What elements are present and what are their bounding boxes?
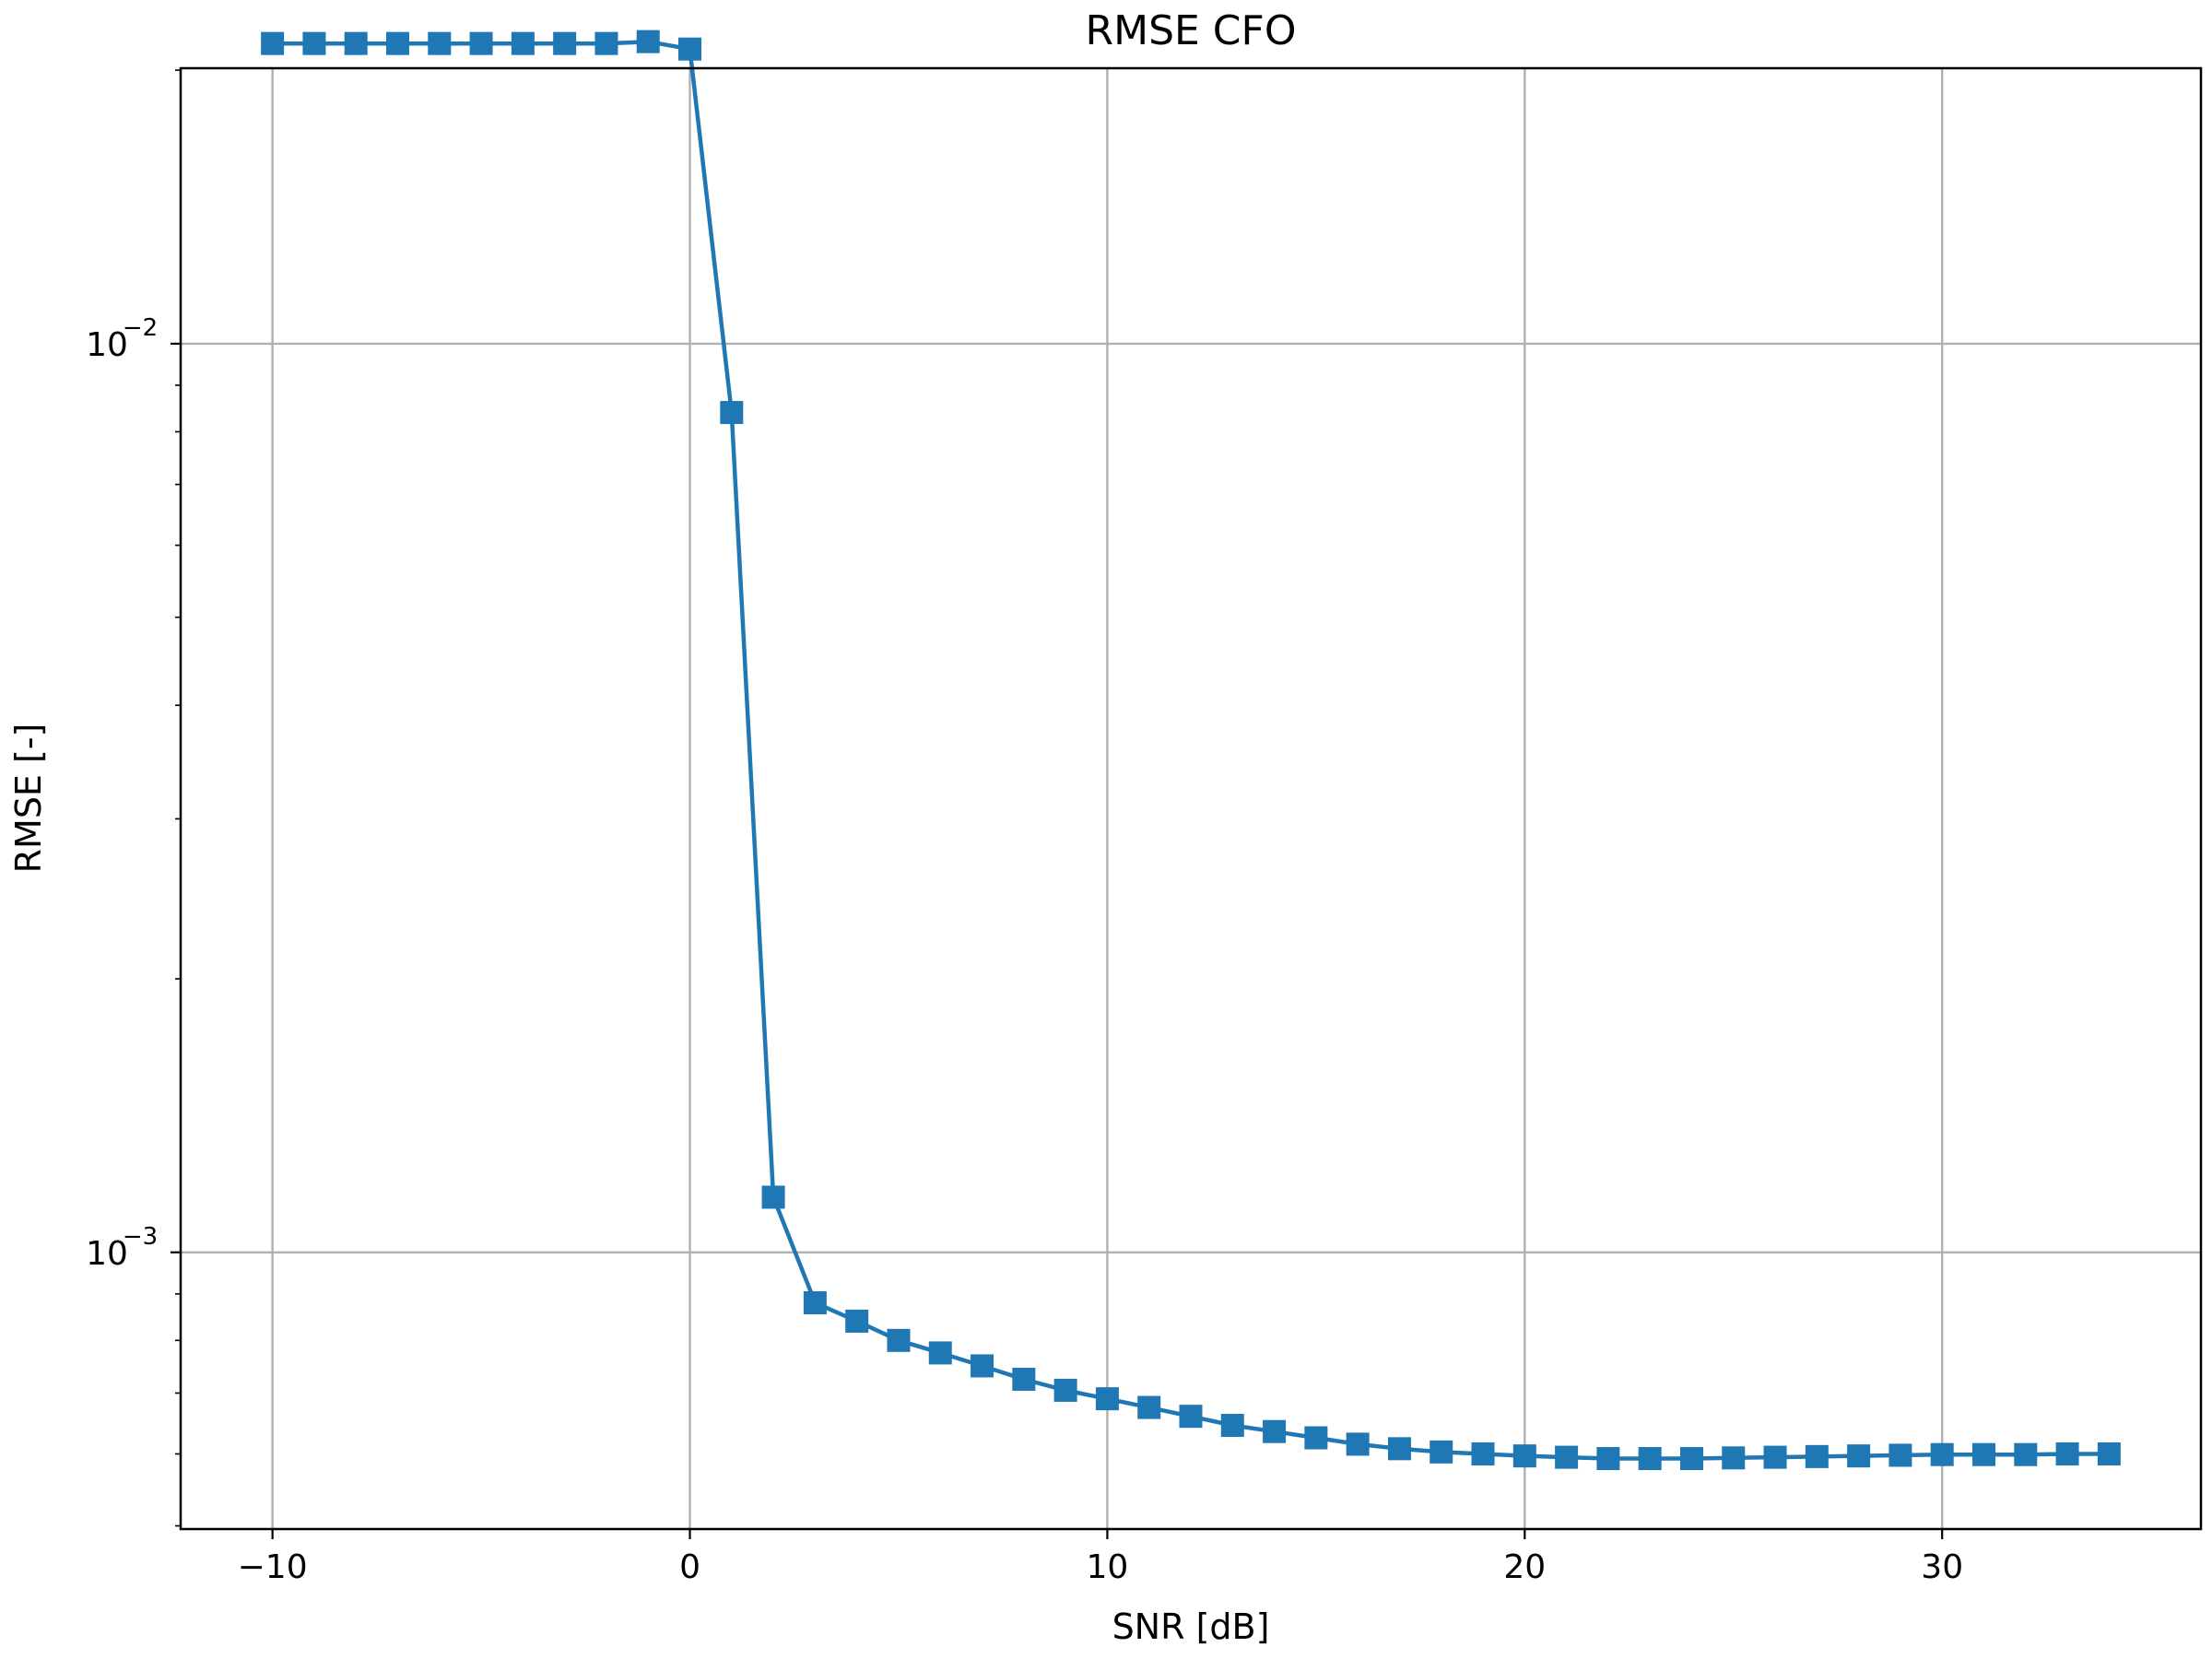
data-point-marker bbox=[2055, 1441, 2079, 1465]
data-point-marker bbox=[928, 1341, 952, 1365]
data-point-marker bbox=[1888, 1443, 1912, 1467]
x-tick-label: 0 bbox=[679, 1548, 700, 1586]
data-point-marker bbox=[1220, 1414, 1244, 1438]
chart-title: RMSE CFO bbox=[1086, 7, 1297, 54]
data-point-marker bbox=[1638, 1447, 1662, 1471]
axes-frame bbox=[179, 66, 2203, 1531]
data-point-marker bbox=[1555, 1445, 1579, 1469]
data-point-marker bbox=[1095, 1387, 1119, 1411]
data-point-marker bbox=[1137, 1395, 1161, 1419]
data-point-marker bbox=[1596, 1447, 1620, 1471]
data-point-marker bbox=[845, 1309, 869, 1333]
data-point-marker bbox=[469, 31, 493, 55]
data-point-marker bbox=[1387, 1437, 1411, 1461]
y-tick-label-base: 10 bbox=[86, 1235, 128, 1273]
data-point-marker bbox=[1179, 1405, 1203, 1429]
data-point-marker bbox=[1847, 1444, 1871, 1468]
y-tick-label-base: 10 bbox=[86, 326, 128, 364]
data-point-marker bbox=[553, 31, 577, 55]
y-axis-ticks: 10−310−2 bbox=[86, 69, 181, 1527]
data-point-marker bbox=[720, 401, 744, 425]
data-point-marker bbox=[344, 31, 368, 55]
data-point-marker bbox=[428, 31, 452, 55]
x-tick-label: 10 bbox=[1087, 1548, 1129, 1586]
data-point-marker bbox=[2097, 1441, 2121, 1465]
x-tick-label: −10 bbox=[238, 1548, 308, 1586]
data-point-marker bbox=[261, 31, 285, 55]
data-point-marker bbox=[1430, 1440, 1453, 1464]
y-axis-label: RMSE [-] bbox=[8, 724, 49, 874]
data-point-marker bbox=[1012, 1367, 1036, 1391]
data-point-marker bbox=[1053, 1378, 1077, 1402]
data-point-marker bbox=[971, 1354, 994, 1378]
data-point-marker bbox=[1346, 1432, 1370, 1456]
data-point-marker bbox=[1930, 1442, 1954, 1466]
data-point-marker bbox=[1763, 1445, 1787, 1469]
data-point-marker bbox=[302, 31, 326, 55]
data-point-marker bbox=[678, 37, 702, 61]
data-point-marker bbox=[1471, 1441, 1495, 1465]
data-point-marker bbox=[2014, 1442, 2038, 1466]
data-point-marker bbox=[1722, 1446, 1746, 1470]
x-tick-label: 20 bbox=[1503, 1548, 1546, 1586]
data-point-marker bbox=[1971, 1442, 1995, 1466]
data-point-marker bbox=[803, 1291, 827, 1315]
series-layer bbox=[261, 29, 2121, 1471]
x-axis-label: SNR [dB] bbox=[1112, 1606, 1270, 1647]
data-point-marker bbox=[594, 31, 618, 55]
x-axis-ticks: −10 0 10 20 30 bbox=[238, 1529, 1963, 1586]
y-tick-label-exponent: −2 bbox=[123, 314, 158, 342]
data-point-marker bbox=[887, 1328, 911, 1352]
x-tick-label: 30 bbox=[1921, 1548, 1963, 1586]
data-point-marker bbox=[1304, 1426, 1328, 1450]
data-point-marker bbox=[1679, 1447, 1703, 1471]
data-point-marker bbox=[511, 31, 535, 55]
data-point-marker bbox=[761, 1185, 785, 1209]
data-point-marker bbox=[1805, 1444, 1829, 1468]
data-point-marker bbox=[386, 31, 410, 55]
data-point-marker bbox=[636, 29, 660, 53]
data-point-marker bbox=[1263, 1419, 1287, 1443]
data-point-marker bbox=[1512, 1444, 1536, 1468]
grid-lines bbox=[181, 68, 2201, 1529]
y-tick-label-exponent: −3 bbox=[123, 1223, 158, 1251]
